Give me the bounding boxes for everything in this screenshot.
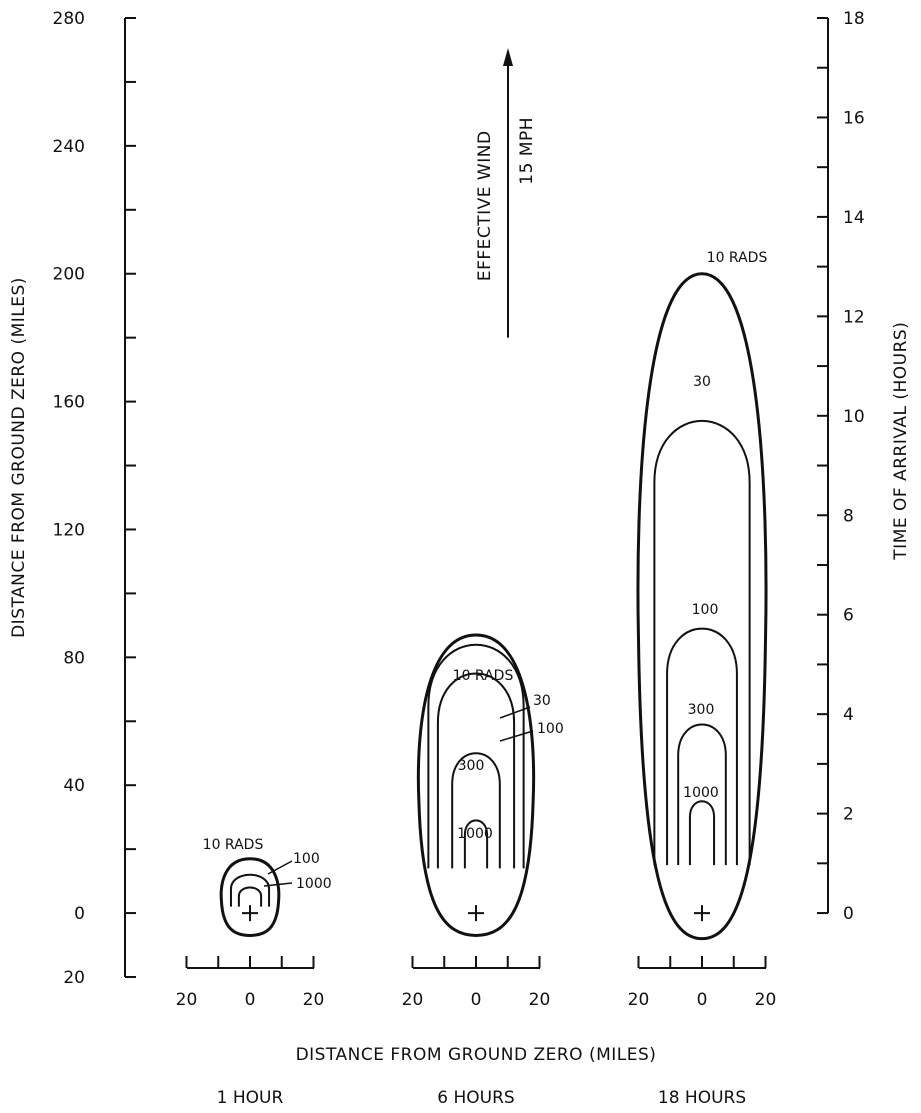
- contour-line: [666, 627, 738, 866]
- contour-label-leader: [499, 730, 534, 742]
- contour-line: [636, 272, 768, 941]
- panel-x-tick-label: 20: [176, 990, 198, 1010]
- contour-line: [653, 420, 751, 866]
- right-y-tick-label: 12: [843, 307, 865, 327]
- right-y-tick-label: 8: [843, 506, 854, 526]
- ground-zero-marker-icon: [694, 905, 710, 922]
- contour-label: 30: [693, 374, 711, 390]
- wind-speed-label: 15 MPH: [517, 117, 537, 185]
- ground-zero-marker-icon: [242, 905, 258, 922]
- right-y-tick-label: 4: [843, 705, 854, 725]
- contour-label: 30: [533, 693, 551, 709]
- contour-label: 1000: [296, 876, 332, 892]
- contour-line: [219, 857, 281, 937]
- wind-label: EFFECTIVE WIND: [475, 130, 495, 281]
- right-y-tick-label: 0: [843, 904, 854, 924]
- contour-line: [688, 800, 716, 866]
- panel-label: 18 HOURS: [658, 1088, 746, 1108]
- contour-label: 100: [537, 721, 564, 737]
- panel-x-tick-label: 0: [245, 990, 256, 1010]
- panel-x-tick-label: 20: [529, 990, 551, 1010]
- left-y-tick-label: 80: [63, 648, 85, 668]
- panel: 20 0 20 18 HOURS 10 RADS 30 100 300 1000: [628, 250, 777, 1108]
- left-y-tick-label: 0: [74, 904, 85, 924]
- contour-label-leader: [263, 882, 293, 887]
- wind-indicator: EFFECTIVE WIND 15 MPH: [475, 47, 537, 338]
- panel-label: 1 HOUR: [217, 1088, 284, 1108]
- panel: 20 0 20 1 HOUR 10 RADS 100 1000: [176, 837, 332, 1108]
- contour-label: 1000: [457, 826, 493, 842]
- panel-x-tick-label: 20: [755, 990, 777, 1010]
- contour-line: [229, 873, 271, 907]
- panel-label: 6 HOURS: [437, 1088, 514, 1108]
- contour-line: [416, 633, 536, 937]
- wind-arrow-head-icon: [503, 47, 513, 66]
- right-y-tick-label: 6: [843, 606, 854, 626]
- contour-line: [436, 672, 516, 869]
- left-y-tick-label: 20: [63, 968, 85, 988]
- contour-label: 10 RADS: [707, 250, 768, 266]
- ground-zero-marker-icon: [468, 905, 484, 922]
- panel-x-tick-label: 0: [697, 990, 708, 1010]
- panel-x-tick-label: 20: [628, 990, 650, 1010]
- right-y-tick-label: 16: [843, 108, 865, 128]
- contour-line: [237, 886, 263, 907]
- panel-x-tick-label: 20: [402, 990, 424, 1010]
- contour-line: [677, 723, 727, 866]
- left-y-tick-label: 200: [53, 265, 85, 285]
- right-y-axis-title: TIME OF ARRIVAL (HOURS): [891, 322, 911, 561]
- contour-line: [451, 752, 501, 869]
- contour-line: [463, 819, 489, 869]
- contour-label: 100: [293, 851, 320, 867]
- contour-label: 10 RADS: [203, 837, 264, 853]
- left-y-tick-label: 280: [53, 9, 85, 29]
- panel: 20 0 20 6 HOURS 10 RADS 30 100 300 1000: [402, 633, 564, 1108]
- left-y-tick-label: 40: [63, 776, 85, 796]
- right-y-tick-label: 2: [843, 805, 854, 825]
- right-y-axis-ticks: 0 2 4 6 8 10 12 14 16 18: [817, 9, 865, 924]
- contour-label: 300: [688, 702, 715, 718]
- left-y-tick-label: 240: [53, 137, 85, 157]
- left-y-axis-title: DISTANCE FROM GROUND ZERO (MILES): [9, 277, 29, 638]
- right-y-tick-label: 18: [843, 9, 865, 29]
- contour-label: 1000: [683, 785, 719, 801]
- contour-label: 100: [692, 602, 719, 618]
- right-y-tick-label: 10: [843, 407, 865, 427]
- panel-x-tick-label: 20: [303, 990, 325, 1010]
- contour-label: 10 RADS: [453, 668, 514, 684]
- x-axis-title: DISTANCE FROM GROUND ZERO (MILES): [296, 1045, 657, 1065]
- left-y-tick-label: 120: [53, 520, 85, 540]
- right-y-tick-label: 14: [843, 208, 865, 228]
- contour-line: [427, 643, 525, 869]
- left-y-tick-label: 160: [53, 393, 85, 413]
- contour-label-leader: [499, 706, 531, 719]
- contour-label-leader: [267, 860, 293, 875]
- contour-label: 300: [458, 758, 485, 774]
- panel-x-tick-label: 0: [471, 990, 482, 1010]
